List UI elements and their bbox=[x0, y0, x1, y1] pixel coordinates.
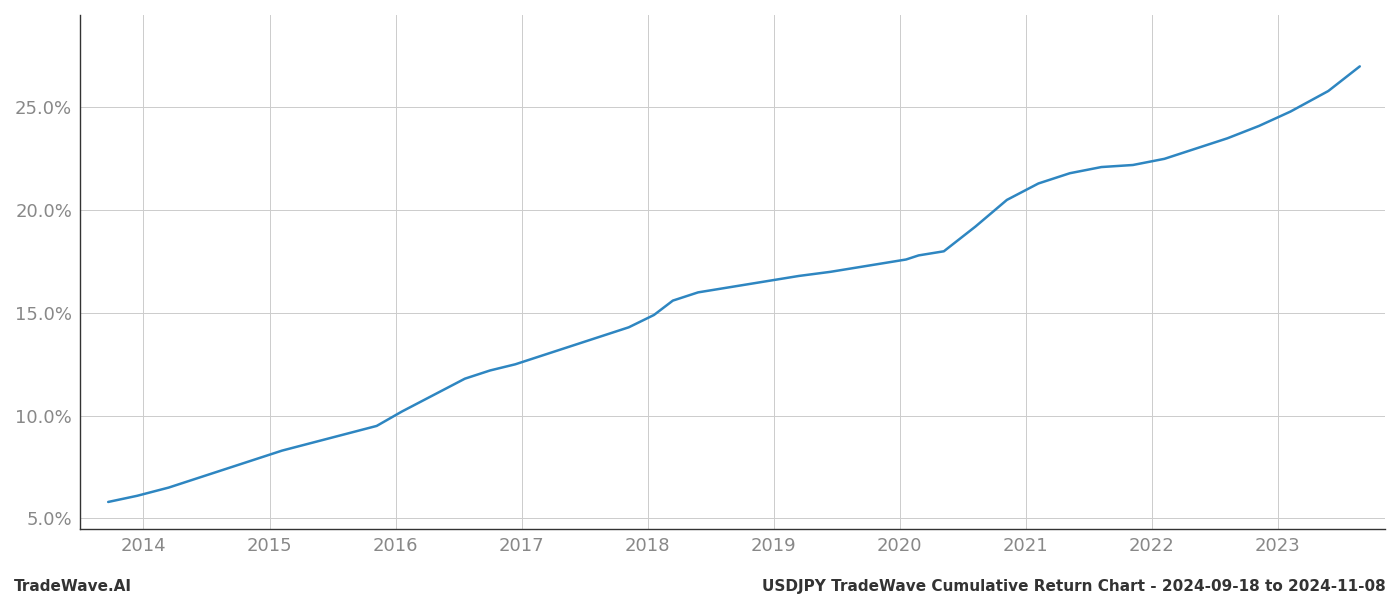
Text: TradeWave.AI: TradeWave.AI bbox=[14, 579, 132, 594]
Text: USDJPY TradeWave Cumulative Return Chart - 2024-09-18 to 2024-11-08: USDJPY TradeWave Cumulative Return Chart… bbox=[762, 579, 1386, 594]
